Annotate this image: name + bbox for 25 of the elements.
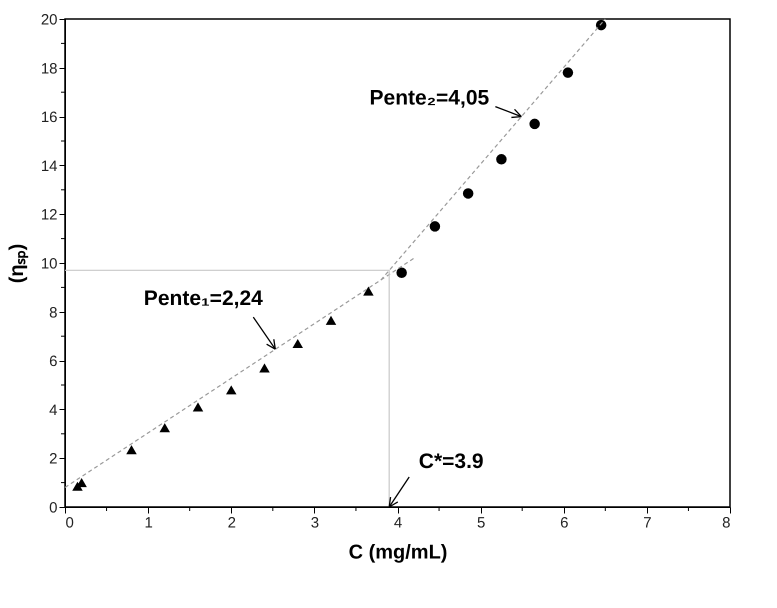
y-tick-label: 0	[49, 500, 58, 516]
x-tick-label: 3	[310, 514, 320, 532]
y-tick-label: 2	[49, 450, 58, 468]
y-tick-label: 6	[49, 353, 58, 370]
y-tick-label: 12	[40, 206, 58, 224]
annotation: Pente₁=2,24	[144, 287, 264, 310]
x-tick-label: 5	[476, 514, 486, 532]
y-tick-label: 16	[40, 109, 58, 126]
annotation: Pente₂=4,05	[370, 86, 490, 110]
y-axis-title: (ηₛₚ)	[6, 244, 29, 284]
x-tick-label: 2	[228, 514, 236, 532]
y-tick-label: 10	[40, 256, 58, 272]
x-tick-label: 6	[560, 514, 568, 532]
y-tick-label: 20	[40, 12, 58, 28]
annotation: C*=3.9	[418, 450, 484, 473]
y-tick-label: 14	[40, 158, 58, 175]
x-axis-title: C (mg/mL)	[348, 542, 448, 564]
x-tick-label: 4	[394, 514, 402, 532]
x-tick-label: 8	[722, 514, 730, 532]
x-tick-label: 0	[66, 514, 74, 532]
y-tick-label: 4	[49, 402, 58, 419]
y-tick-label: 8	[49, 304, 58, 322]
y-tick-label: 18	[40, 60, 58, 78]
x-tick-label: 1	[144, 514, 153, 532]
x-tick-label: 7	[643, 514, 652, 532]
